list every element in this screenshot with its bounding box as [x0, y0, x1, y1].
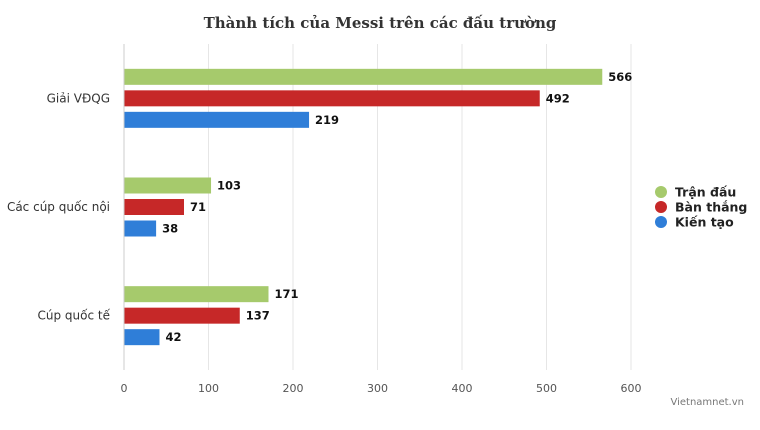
legend-marker: [655, 216, 667, 228]
legend-label: Trận đấu: [675, 185, 736, 200]
data-label: 219: [315, 113, 339, 127]
chart-title: Thành tích của Messi trên các đấu trường: [203, 14, 557, 32]
data-label: 71: [190, 200, 206, 214]
category-label: Các cúp quốc nội: [7, 200, 110, 214]
data-label: 171: [274, 287, 298, 301]
x-tick-label: 0: [121, 382, 128, 395]
source-credit: Vietnamnet.vn: [670, 397, 744, 408]
legend-marker: [655, 186, 667, 198]
data-label: 38: [162, 222, 178, 236]
bar: [124, 220, 157, 237]
x-tick-label: 500: [536, 382, 557, 395]
bar: [124, 329, 160, 346]
x-tick-label: 200: [283, 382, 304, 395]
x-tick-label: 100: [198, 382, 219, 395]
legend-label: Kiến tạo: [675, 215, 734, 230]
legend-label: Bàn thắng: [675, 200, 747, 215]
bar: [124, 307, 240, 324]
bar: [124, 90, 540, 107]
x-tick-label: 400: [452, 382, 473, 395]
data-label: 103: [217, 179, 241, 193]
category-label: Cúp quốc tế: [38, 309, 111, 323]
data-label: 492: [546, 91, 570, 105]
bar: [124, 68, 603, 85]
data-label: 566: [608, 70, 632, 84]
category-label: Giải VĐQG: [47, 91, 110, 105]
bar: [124, 199, 184, 215]
bar: [124, 111, 310, 128]
x-tick-label: 300: [367, 382, 388, 395]
data-label: 42: [165, 330, 181, 344]
data-label: 137: [246, 309, 270, 323]
bar: [124, 177, 212, 194]
x-tick-label: 600: [621, 382, 642, 395]
legend-marker: [655, 201, 667, 213]
bar: [124, 286, 269, 303]
